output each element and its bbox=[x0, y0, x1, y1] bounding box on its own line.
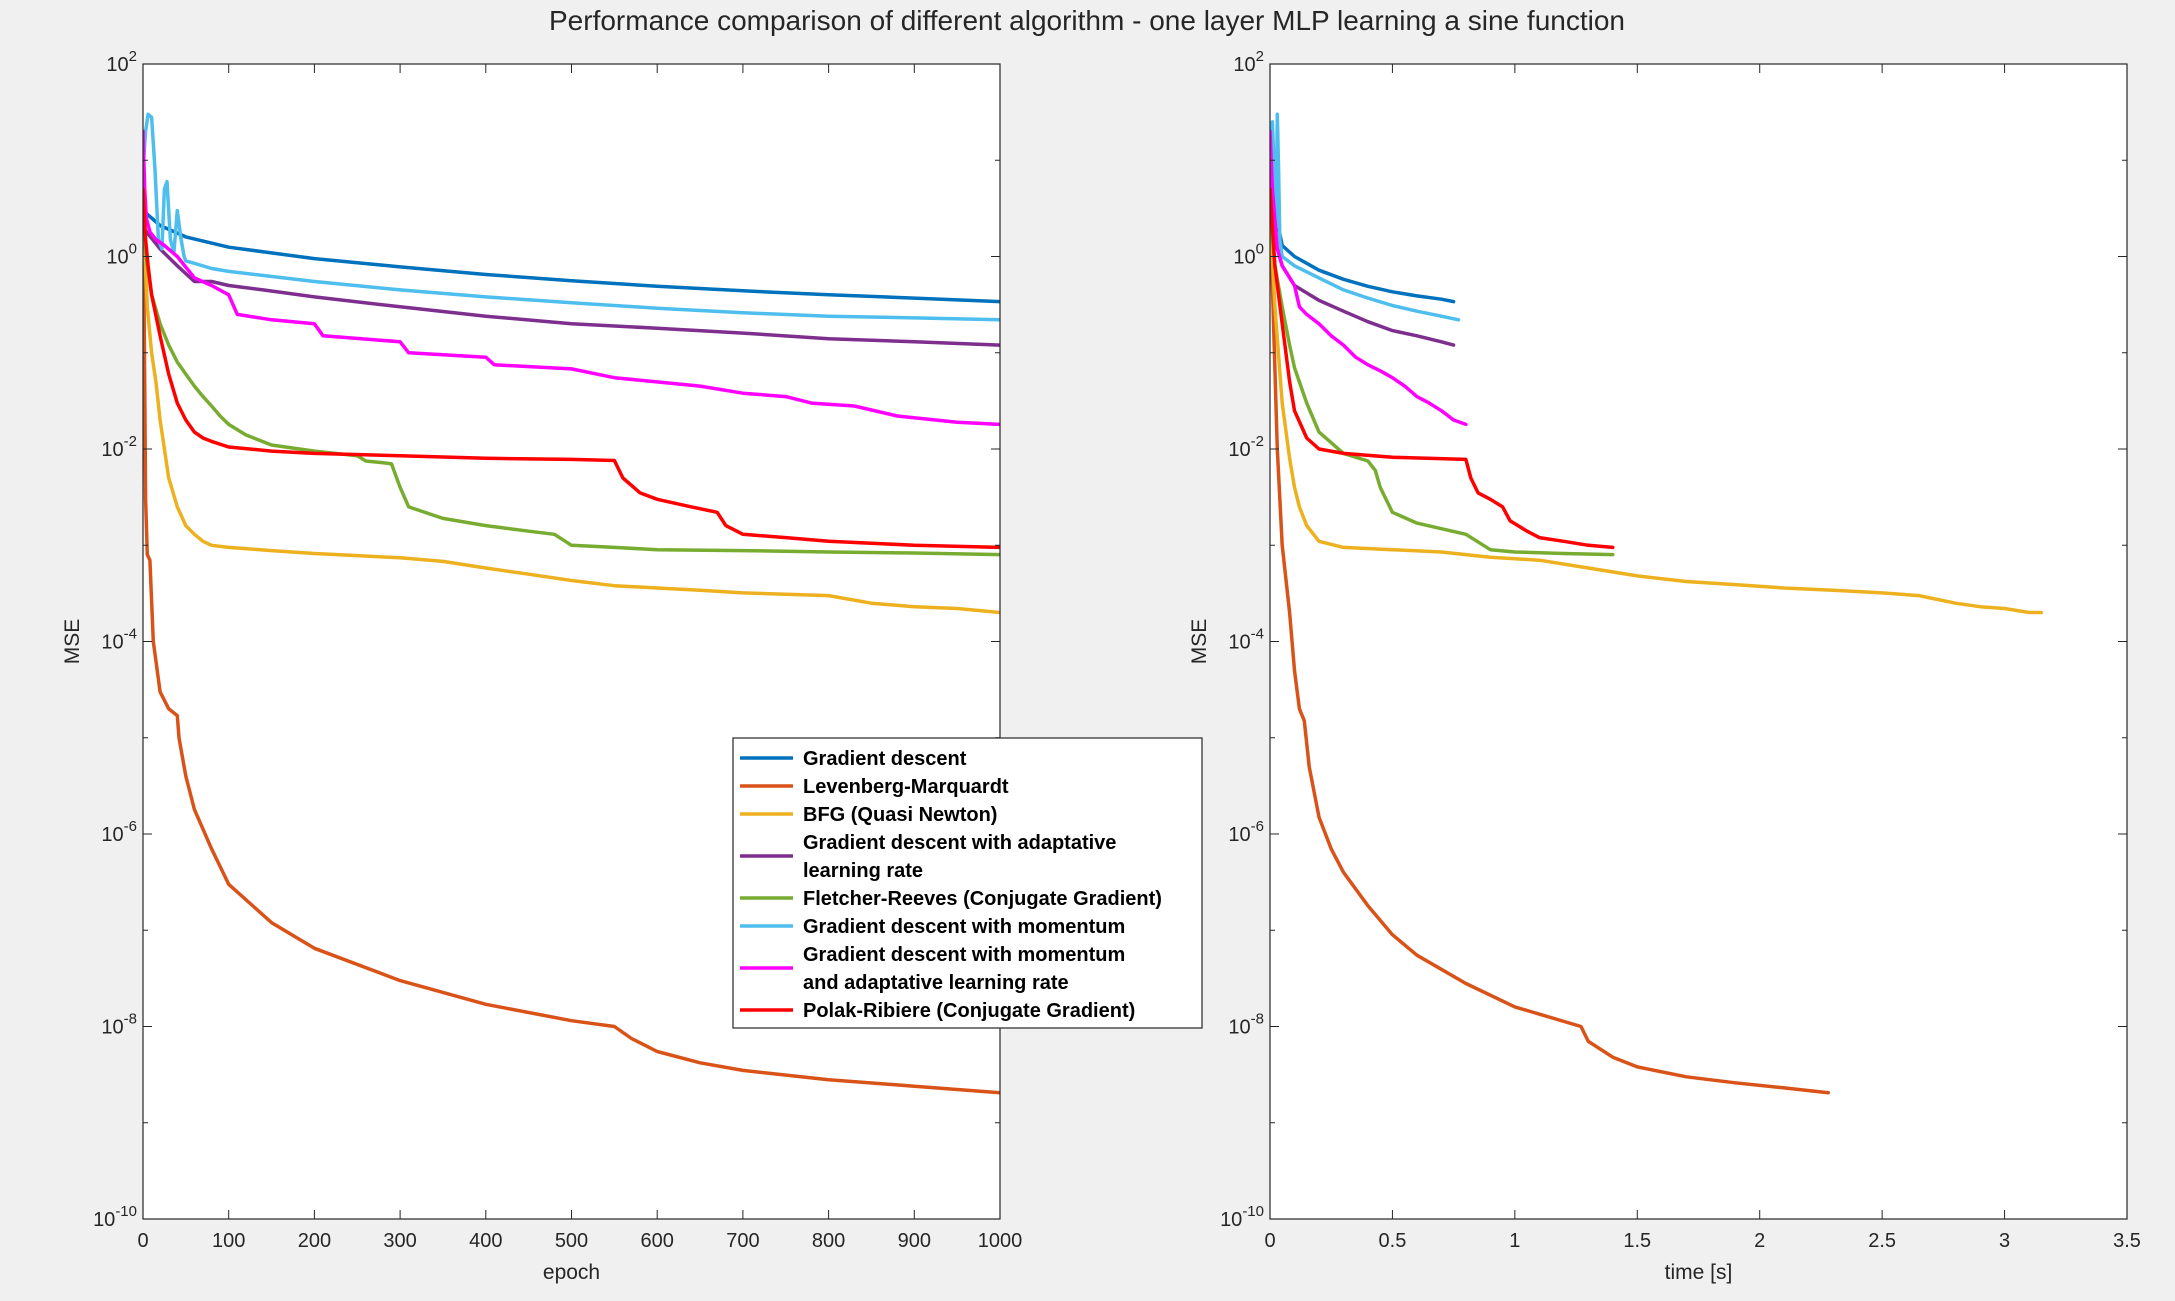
y-tick-label: 10-2 bbox=[101, 433, 137, 461]
series-line-bfg-quasi-newton bbox=[1270, 208, 2044, 615]
right-axes-frame bbox=[1269, 63, 2128, 1220]
x-tick-label: 0 bbox=[137, 1230, 148, 1252]
legend-entry-label: Gradient descent with momentum bbox=[803, 944, 1125, 966]
y-tick-label: 10-10 bbox=[93, 1203, 137, 1231]
x-tick-label: 3.5 bbox=[2113, 1230, 2141, 1252]
x-tick-label: 2 bbox=[1754, 1230, 1765, 1252]
y-tick-label: 10-6 bbox=[101, 818, 137, 846]
y-tick-label: 10-8 bbox=[1228, 1011, 1264, 1039]
x-tick-label: 900 bbox=[898, 1230, 931, 1252]
x-tick-label: 600 bbox=[641, 1230, 674, 1252]
x-tick-label: 1 bbox=[1509, 1230, 1520, 1252]
series-line-gradient-descent-with-momentum-and-adaptative-learning-rate bbox=[143, 129, 1000, 427]
x-tick-label: 100 bbox=[212, 1230, 245, 1252]
legend-entry-label: Polak-Ribiere (Conjugate Gradient) bbox=[803, 1000, 1135, 1022]
x-tick-label: 300 bbox=[383, 1230, 416, 1252]
x-tick-label: 0 bbox=[1264, 1230, 1275, 1252]
legend-entry-label: Gradient descent bbox=[803, 748, 967, 770]
series-line-levenberg-marquardt bbox=[143, 187, 1000, 1095]
x-tick-label: 1000 bbox=[978, 1230, 1023, 1252]
legend-entry-label: learning rate bbox=[803, 860, 923, 882]
right-axes: 0 0.5 1 1.5 2 2.5 3 3.5 10-10 10-8 10-6 10-4 10-2 100… bbox=[1188, 48, 2141, 1284]
figure-title: Performance comparison of different algo… bbox=[549, 5, 1625, 36]
right-x-axis-label: time [s] bbox=[1665, 1261, 1733, 1284]
legend-entry-label: BFG (Quasi Newton) bbox=[803, 804, 997, 826]
right-y-axis-label: MSE bbox=[1188, 619, 1211, 665]
x-tick-label: 2.5 bbox=[1868, 1230, 1896, 1252]
series-line-gradient-descent-with-momentum bbox=[143, 112, 1000, 322]
left-x-axis-label: epoch bbox=[543, 1261, 600, 1284]
x-tick-label: 1.5 bbox=[1623, 1230, 1651, 1252]
y-tick-label: 10-2 bbox=[1228, 433, 1264, 461]
series-line-polak-ribiere-conjugate-gradient bbox=[143, 187, 1000, 550]
y-tick-label: 100 bbox=[1233, 241, 1264, 269]
legend-entry-label: Gradient descent with adaptative bbox=[803, 832, 1116, 854]
series-line-fletcher-reeves-conjugate-gradient bbox=[1270, 208, 1615, 557]
left-axes: 0 100 200 300 400 500 600 700 800 900 1000 10-10 10-… bbox=[61, 48, 1022, 1284]
series-line-levenberg-marquardt bbox=[1270, 187, 1831, 1095]
x-tick-label: 0.5 bbox=[1379, 1230, 1407, 1252]
right-series-group bbox=[1270, 112, 2044, 1095]
legend-entry-label: Fletcher-Reeves (Conjugate Gradient) bbox=[803, 888, 1162, 910]
y-tick-label: 100 bbox=[106, 241, 137, 269]
y-tick-label: 10-6 bbox=[1228, 818, 1264, 846]
series-line-fletcher-reeves-conjugate-gradient bbox=[143, 225, 1000, 557]
series-line-gradient-descent bbox=[143, 208, 1000, 304]
y-tick-label: 10-4 bbox=[101, 626, 137, 654]
left-plot-area bbox=[143, 64, 1000, 1219]
legend-entry-label: Gradient descent with momentum bbox=[803, 916, 1125, 938]
y-tick-label: 102 bbox=[1233, 48, 1264, 76]
y-tick-label: 10-4 bbox=[1228, 626, 1264, 654]
left-axes-frame bbox=[142, 63, 1001, 1220]
x-tick-label: 400 bbox=[469, 1230, 502, 1252]
x-tick-label: 500 bbox=[555, 1230, 588, 1252]
legend-entry-label: and adaptative learning rate bbox=[803, 972, 1069, 994]
x-tick-label: 3 bbox=[1999, 1230, 2010, 1252]
series-line-gradient-descent-with-momentum-and-adaptative-learning-rate bbox=[1270, 129, 1468, 427]
series-line-polak-ribiere-conjugate-gradient bbox=[1270, 187, 1615, 550]
left-y-axis-label: MSE bbox=[61, 619, 84, 665]
right-plot-area bbox=[1270, 64, 2127, 1219]
y-tick-label: 10-8 bbox=[101, 1011, 137, 1039]
legend: Gradient descent Levenberg-Marquardt BFG (… bbox=[732, 737, 1203, 1029]
legend-entry-label: Levenberg-Marquardt bbox=[803, 776, 1009, 798]
y-tick-label: 10-10 bbox=[1220, 1203, 1264, 1231]
x-tick-label: 700 bbox=[726, 1230, 759, 1252]
left-series-group bbox=[143, 112, 1000, 1095]
y-tick-label: 102 bbox=[106, 48, 137, 76]
x-tick-label: 800 bbox=[812, 1230, 845, 1252]
series-line-bfg-quasi-newton bbox=[143, 208, 1000, 615]
x-tick-label: 200 bbox=[298, 1230, 331, 1252]
series-line-gradient-descent-with-adaptative-learning-rate bbox=[143, 225, 1000, 347]
legend-box bbox=[732, 737, 1203, 1029]
